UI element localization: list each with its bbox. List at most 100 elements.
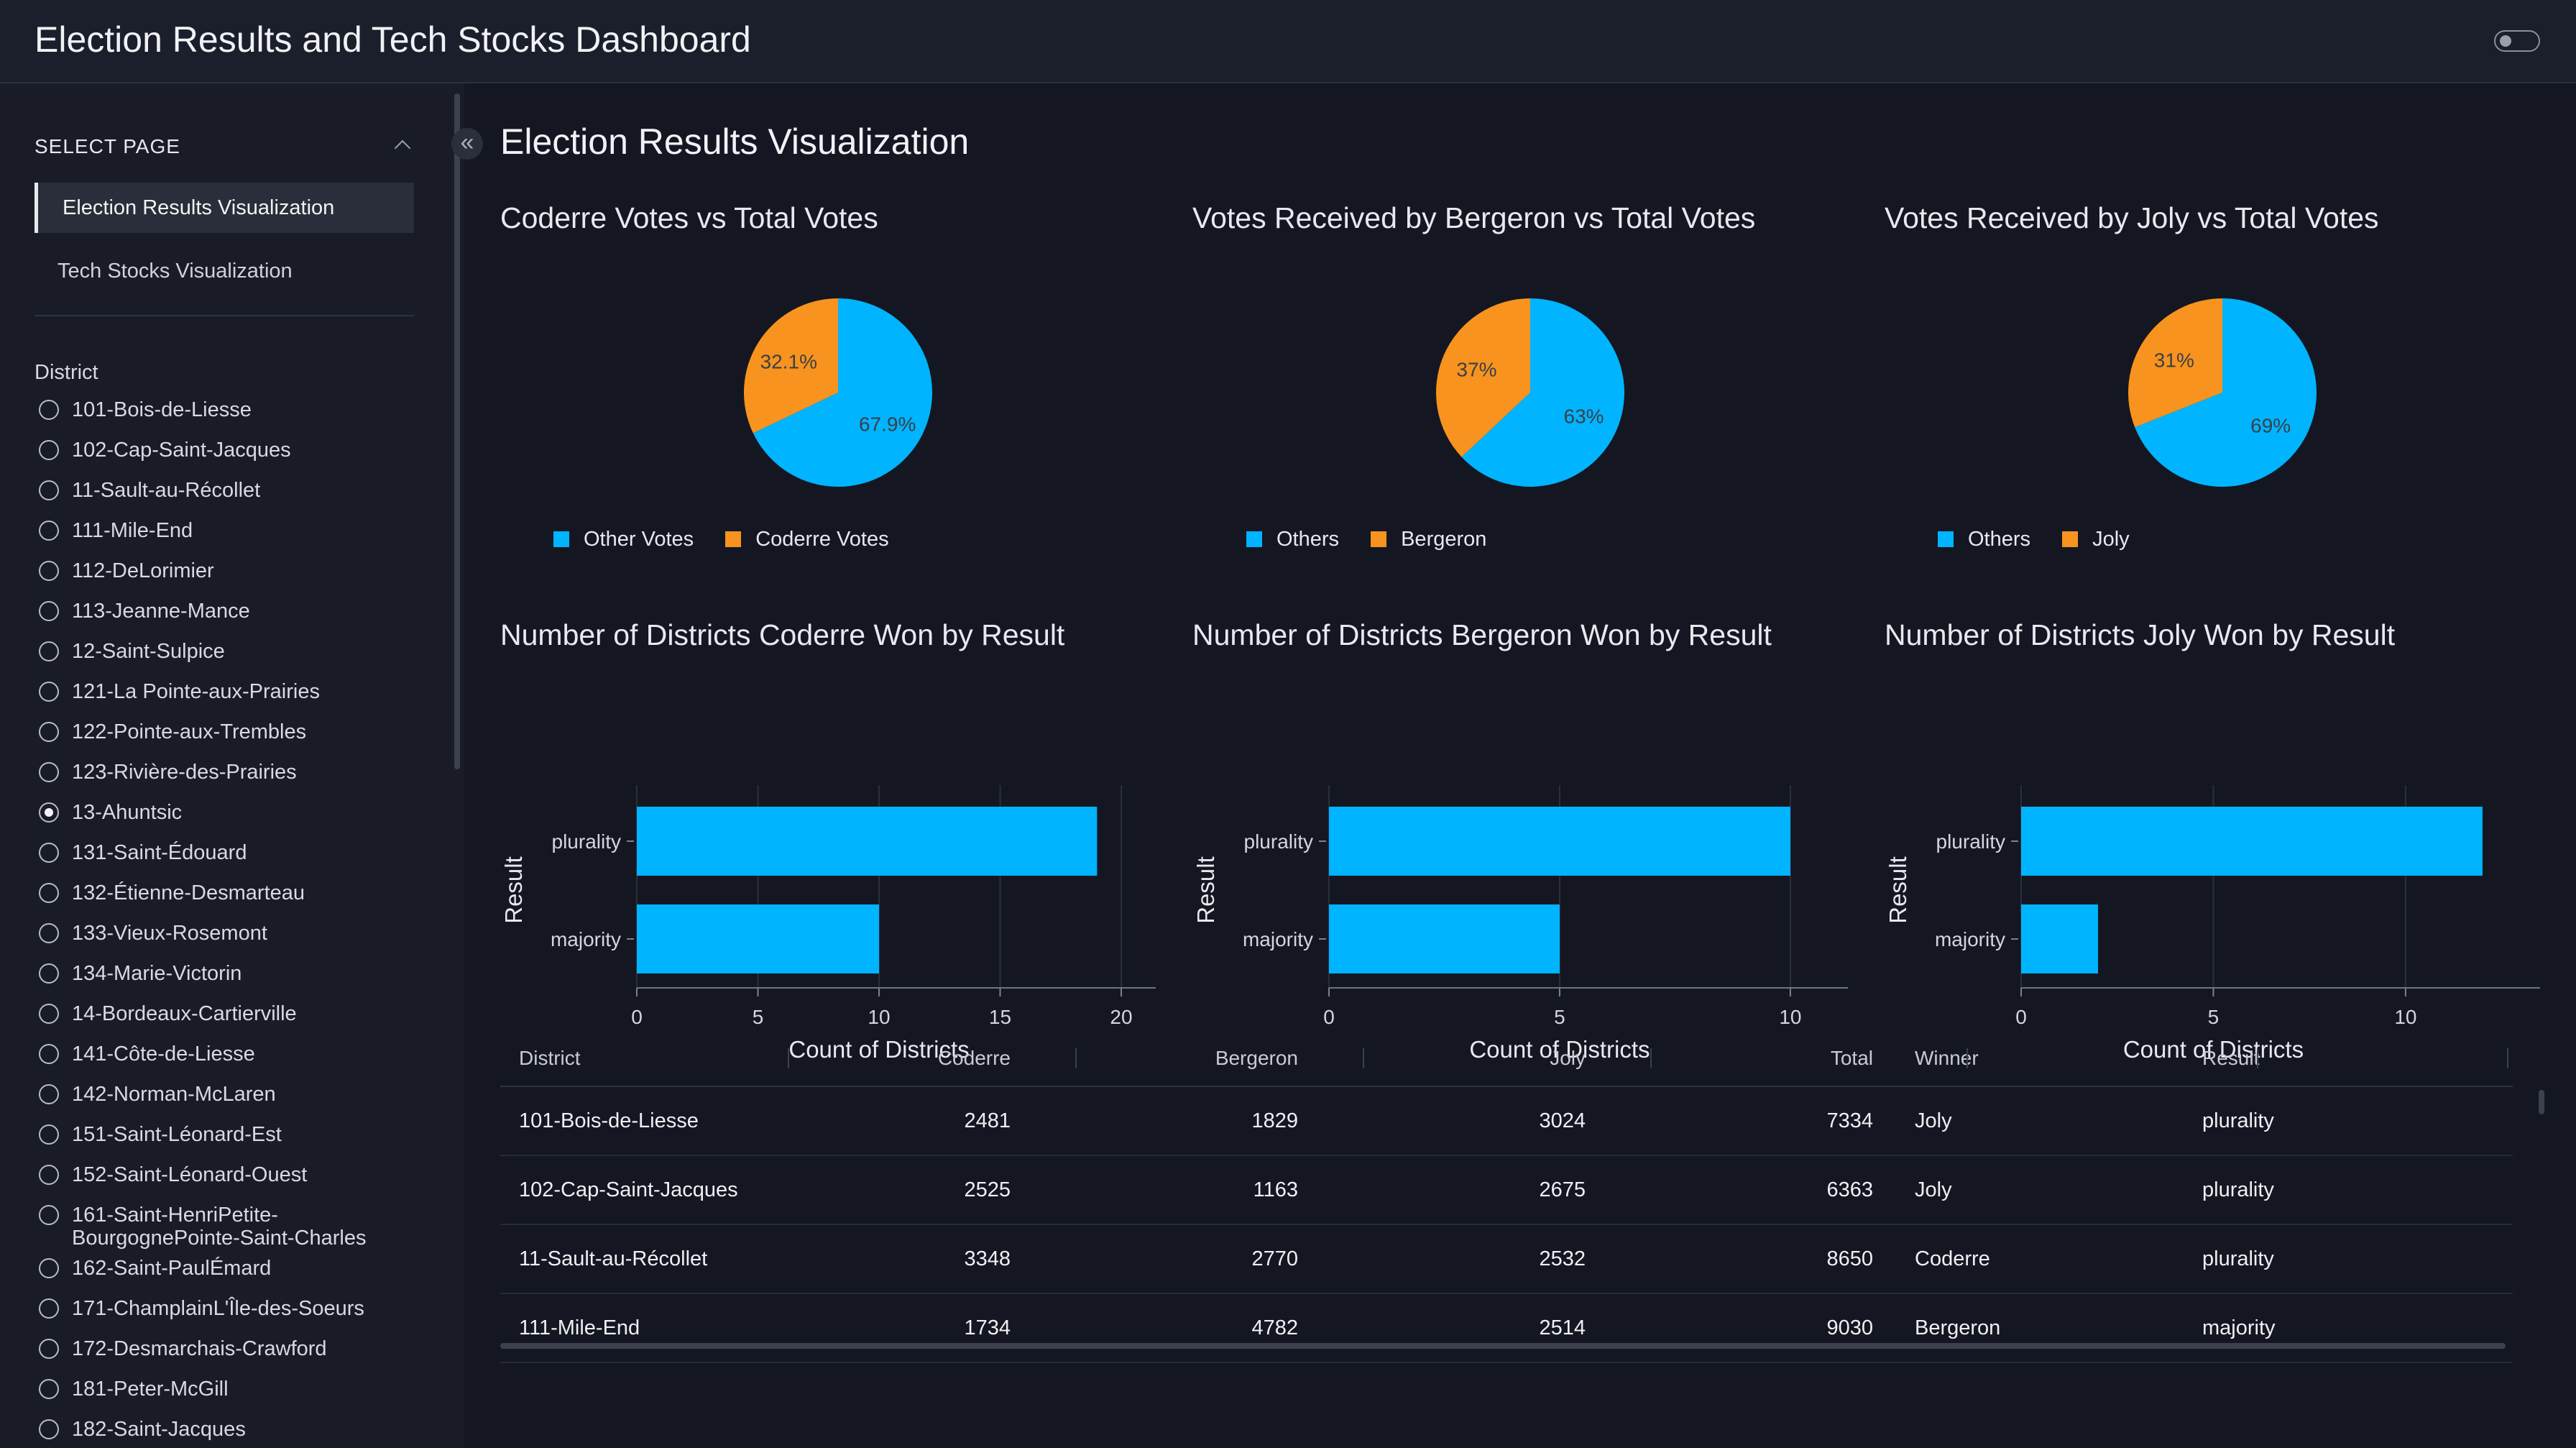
district-radio-option[interactable]: 151-Saint-Léonard-Est: [39, 1116, 456, 1156]
column-header-joly[interactable]: Joly: [1550, 1047, 1586, 1069]
nav-item-tech-stocks[interactable]: Tech Stocks Visualization: [58, 260, 293, 283]
x-tick-label: 0: [1323, 1006, 1335, 1028]
radio-circle[interactable]: [39, 601, 59, 621]
radio-circle[interactable]: [39, 1205, 59, 1225]
column-resize-handle[interactable]: [2507, 1048, 2508, 1068]
radio-circle[interactable]: [39, 1124, 59, 1145]
radio-circle[interactable]: [39, 1044, 59, 1064]
table-row[interactable]: 101-Bois-de-Liesse 2481 1829 3024 7334 Joly pl…: [500, 1087, 2513, 1156]
y-tick-label: majority: [1935, 928, 2005, 950]
table-row[interactable]: 11-Sault-au-Récollet 3348 2770 2532 8650 Code…: [500, 1225, 2513, 1294]
radio-circle[interactable]: [39, 722, 59, 742]
district-radio-option[interactable]: 162-Saint-PaulÉmard: [39, 1250, 456, 1290]
pie-slice-others[interactable]: [2135, 298, 2317, 487]
district-radio-option[interactable]: 123-Rivière-des-Prairies: [39, 753, 456, 794]
radio-circle[interactable]: [39, 561, 59, 581]
district-radio-option[interactable]: 102-Cap-Saint-Jacques: [39, 431, 456, 472]
sidebar-scrollbar[interactable]: [454, 93, 460, 769]
district-radio-label: 14-Bordeaux-Cartierville: [72, 1002, 297, 1025]
x-tick-label: 5: [753, 1006, 764, 1028]
district-radio-option[interactable]: 152-Saint-Léonard-Ouest: [39, 1156, 456, 1196]
column-resize-handle[interactable]: [1075, 1048, 1077, 1068]
district-radio-label: 134-Marie-Victorin: [72, 962, 242, 985]
pie-slice-other-votes[interactable]: [753, 298, 932, 487]
pie-slice-joly[interactable]: [2128, 298, 2222, 428]
bar-plurality[interactable]: [637, 807, 1098, 876]
district-radio-option[interactable]: 111-Mile-End: [39, 512, 456, 552]
radio-circle[interactable]: [39, 641, 59, 661]
table-vertical-scrollbar[interactable]: [2539, 1090, 2544, 1114]
radio-circle[interactable]: [39, 1339, 59, 1359]
district-radio-option[interactable]: 133-Vieux-Rosemont: [39, 915, 456, 955]
pie-slice-coderre-votes[interactable]: [744, 298, 838, 434]
district-radio-option[interactable]: 122-Pointe-aux-Trembles: [39, 713, 456, 753]
radio-circle[interactable]: [39, 1004, 59, 1024]
table-row[interactable]: 111-Mile-End 1734 4782 2514 9030 Bergeron majo…: [500, 1294, 2513, 1363]
radio-circle[interactable]: [39, 762, 59, 782]
district-radio-option[interactable]: 131-Saint-Édouard: [39, 834, 456, 874]
district-radio-option[interactable]: 101-Bois-de-Liesse: [39, 391, 456, 431]
radio-circle[interactable]: [39, 440, 59, 460]
collapse-sidebar-button[interactable]: «: [451, 128, 483, 160]
bar-plurality[interactable]: [2021, 807, 2483, 876]
district-radio-option[interactable]: 172-Desmarchais-Crawford: [39, 1330, 456, 1370]
bar-majority[interactable]: [1329, 904, 1560, 973]
district-radio-option[interactable]: 121-La Pointe-aux-Prairies: [39, 673, 456, 713]
district-radio-option[interactable]: 141-Côte-de-Liesse: [39, 1035, 456, 1076]
x-tick-label: 10: [2394, 1006, 2416, 1028]
bar-plurality[interactable]: [1329, 807, 1790, 876]
column-header-district[interactable]: District: [519, 1047, 581, 1069]
district-radio-option[interactable]: 134-Marie-Victorin: [39, 955, 456, 995]
district-radio-option[interactable]: 112-DeLorimier: [39, 552, 456, 592]
radio-circle[interactable]: [39, 1419, 59, 1439]
district-radio-option[interactable]: 113-Jeanne-Mance: [39, 592, 456, 633]
column-resize-handle[interactable]: [2257, 1048, 2258, 1068]
radio-circle[interactable]: [39, 883, 59, 903]
table-cell-bergeron: 1163: [1253, 1178, 1298, 1201]
pie-slice-others[interactable]: [1461, 298, 1624, 487]
column-resize-handle[interactable]: [1966, 1048, 1968, 1068]
district-radio-option[interactable]: 182-Saint-Jacques: [39, 1411, 456, 1448]
district-radio-option[interactable]: 11-Sault-au-Récollet: [39, 472, 456, 512]
district-radio-option[interactable]: 161-Saint-HenriPetite-BourgognePointe-Sa…: [39, 1196, 456, 1250]
radio-circle[interactable]: [39, 521, 59, 541]
district-radio-option[interactable]: 14-Bordeaux-Cartierville: [39, 995, 456, 1035]
radio-circle[interactable]: [39, 923, 59, 943]
theme-toggle[interactable]: [2494, 30, 2540, 52]
district-radio-option[interactable]: 132-Étienne-Desmarteau: [39, 874, 456, 915]
radio-circle[interactable]: [39, 1165, 59, 1185]
radio-circle[interactable]: [39, 843, 59, 863]
district-radio-option[interactable]: 142-Norman-McLaren: [39, 1076, 456, 1116]
district-radio-option[interactable]: 181-Peter-McGill: [39, 1370, 456, 1411]
radio-circle[interactable]: [39, 682, 59, 702]
district-radio-option[interactable]: 171-ChamplainL'Île-des-Soeurs: [39, 1290, 456, 1330]
table-horizontal-scrollbar[interactable]: [500, 1343, 2506, 1349]
radio-circle[interactable]: [39, 1258, 59, 1278]
pie-slice-bergeron[interactable]: [1436, 298, 1530, 457]
column-header-result[interactable]: Result: [2202, 1047, 2260, 1069]
radio-circle[interactable]: [39, 963, 59, 984]
table-row[interactable]: 102-Cap-Saint-Jacques 2525 1163 2675 6363 Jol…: [500, 1156, 2513, 1225]
bar-majority[interactable]: [637, 904, 879, 973]
radio-circle[interactable]: [39, 480, 59, 500]
radio-circle[interactable]: [39, 400, 59, 420]
radio-circle[interactable]: [39, 1084, 59, 1104]
column-resize-handle[interactable]: [788, 1048, 789, 1068]
radio-circle[interactable]: [39, 1298, 59, 1319]
column-resize-handle[interactable]: [1363, 1048, 1364, 1068]
column-header-bergeron[interactable]: Bergeron: [1215, 1047, 1298, 1069]
chevron-up-icon[interactable]: [394, 139, 411, 157]
district-radio-option[interactable]: 13-Ahuntsic: [39, 794, 456, 834]
nav-item-election-results[interactable]: Election Results Visualization: [34, 183, 414, 233]
radio-circle[interactable]: [39, 802, 59, 822]
column-header-winner[interactable]: Winner: [1915, 1047, 1979, 1069]
radio-circle[interactable]: [39, 1379, 59, 1399]
column-header-coderre[interactable]: Coderre: [937, 1047, 1011, 1069]
column-resize-handle[interactable]: [1650, 1048, 1652, 1068]
district-radio-option[interactable]: 12-Saint-Sulpice: [39, 633, 456, 673]
table-cell-winner: Joly: [1915, 1178, 1952, 1201]
bar-majority[interactable]: [2021, 904, 2098, 973]
district-radio-label: 133-Vieux-Rosemont: [72, 922, 267, 945]
column-header-total[interactable]: Total: [1830, 1047, 1873, 1069]
legend-label: Bergeron: [1401, 528, 1487, 551]
